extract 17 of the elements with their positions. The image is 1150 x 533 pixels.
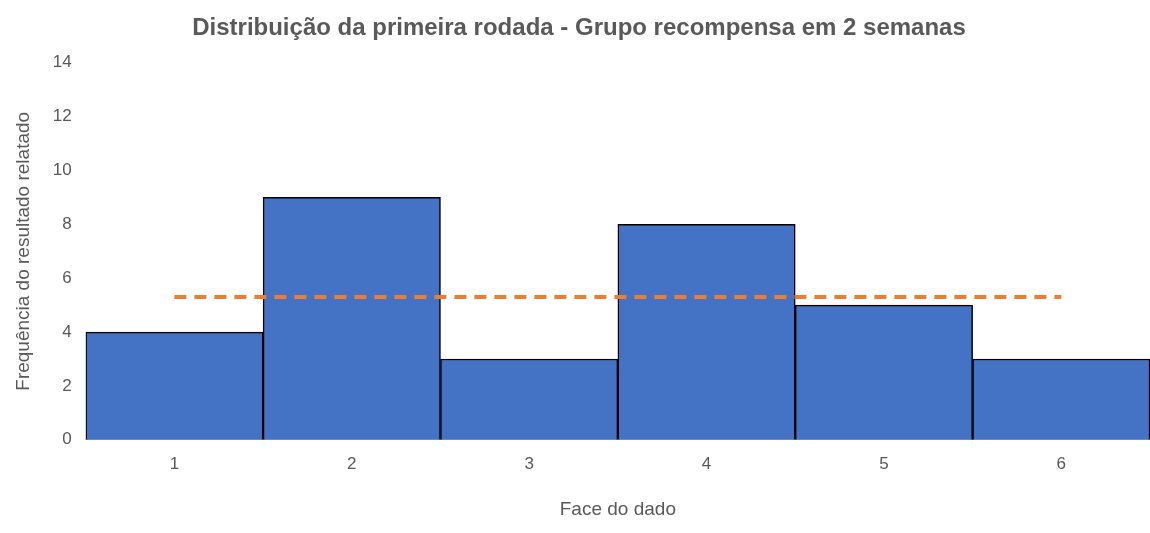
y-tick-label: 12 (52, 106, 72, 126)
x-tick-label: 3 (524, 453, 534, 473)
y-tick-label: 8 (62, 214, 72, 234)
y-tick-label: 0 (62, 429, 72, 449)
x-tick-label: 4 (701, 453, 712, 473)
x-tick-label: 2 (347, 453, 357, 473)
x-tick-label: 5 (879, 453, 889, 473)
x-axis-title: Face do dado (559, 497, 676, 519)
y-tick-label: 10 (52, 160, 72, 180)
y-tick-label: 6 (62, 267, 72, 287)
y-axis-title: Frequência do resultado relatado (11, 111, 33, 391)
chart-title: Distribuição da primeira rodada - Grupo recompensa em 2 semanas (192, 13, 966, 41)
y-tick-label: 14 (52, 52, 72, 72)
y-tick-label: 4 (62, 321, 72, 341)
x-tick-label: 6 (1056, 453, 1067, 473)
x-tick-label: 1 (169, 453, 180, 473)
y-tick-label: 2 (62, 375, 72, 395)
